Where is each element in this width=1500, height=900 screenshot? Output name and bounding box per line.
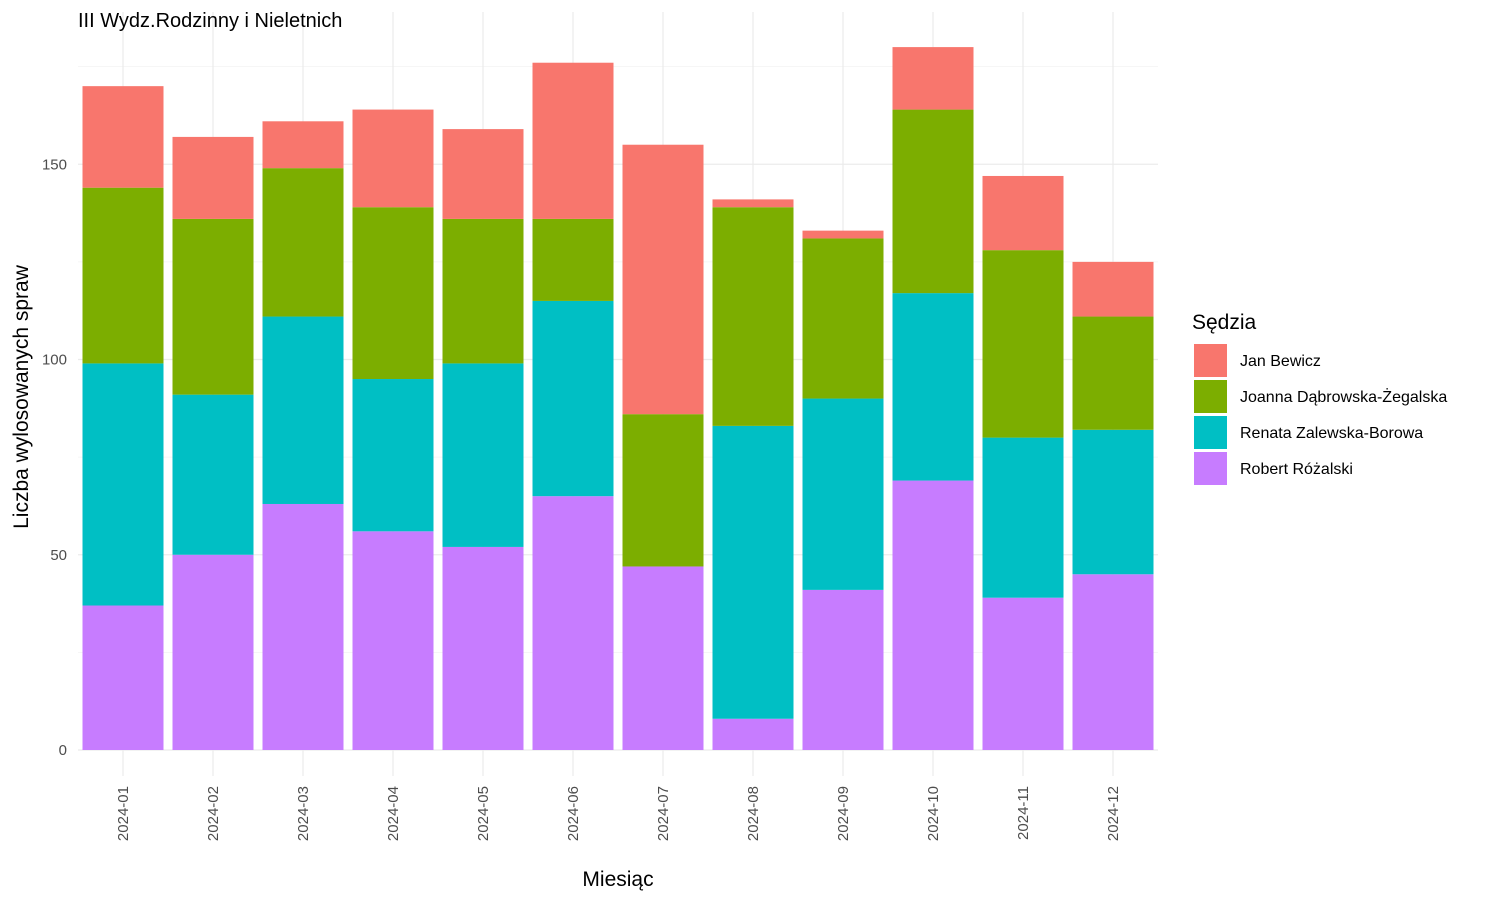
bar-segment — [82, 605, 164, 750]
y-tick-label: 150 — [42, 156, 67, 173]
legend-swatch — [1194, 344, 1227, 377]
bar-segment — [712, 718, 794, 750]
x-tick-label: 2024-08 — [745, 786, 762, 841]
bar-segment — [712, 199, 794, 208]
x-axis-ticks: 2024-01 2024-02 2024-03 2024-04 2024-05 2024-… — [115, 786, 1122, 841]
x-tick-label: 2024-02 — [205, 786, 222, 841]
bar-segment — [622, 566, 704, 750]
bar-segment — [352, 379, 434, 532]
legend-label: Robert Różalski — [1240, 461, 1353, 478]
bar-segment — [622, 414, 704, 567]
x-tick-label: 2024-12 — [1105, 786, 1122, 841]
y-axis-ticks: 0 50 100 150 — [42, 156, 67, 759]
bar-segment — [802, 230, 884, 239]
bar-segment — [982, 175, 1064, 251]
bar-segment — [82, 86, 164, 188]
x-axis-title: Miesiąc — [582, 868, 653, 891]
bar-segment — [352, 109, 434, 208]
bar-segment — [532, 62, 614, 219]
bar-segment — [1072, 316, 1154, 430]
bar-segment — [442, 218, 524, 364]
legend-label: Renata Zalewska-Borowa — [1240, 425, 1423, 442]
legend-title: Sędzia — [1192, 311, 1257, 334]
y-tick-label: 50 — [50, 547, 67, 564]
x-tick-label: 2024-04 — [385, 786, 402, 841]
legend-label: Joanna Dąbrowska-Żegalska — [1240, 387, 1447, 406]
bar-segment — [352, 531, 434, 750]
bar-segment — [622, 144, 704, 415]
legend-swatch — [1194, 452, 1227, 485]
bar-segment — [982, 597, 1064, 750]
legend-swatch — [1194, 416, 1227, 449]
bar-segment — [892, 293, 974, 481]
bar-segment — [802, 398, 884, 590]
bar-segment — [172, 554, 254, 750]
bar-segment — [532, 496, 614, 750]
bar-segment — [82, 187, 164, 364]
bar-segment — [532, 300, 614, 497]
y-tick-label: 100 — [42, 352, 67, 369]
bar-segment — [892, 109, 974, 294]
bar-segment — [802, 238, 884, 399]
bar-segment — [892, 47, 974, 110]
legend-swatch — [1194, 380, 1227, 413]
x-tick-label: 2024-10 — [925, 786, 942, 841]
bar-segment — [82, 363, 164, 606]
bar-segment — [1072, 574, 1154, 750]
x-tick-label: 2024-11 — [1015, 786, 1032, 840]
x-tick-label: 2024-09 — [835, 786, 852, 841]
bar-segment — [1072, 429, 1154, 575]
bar-segment — [982, 437, 1064, 598]
y-axis-title: Liczba wylosowanych spraw — [10, 264, 33, 529]
bar-segment — [262, 503, 344, 750]
bar-segment — [172, 218, 254, 395]
bar-segment — [532, 218, 614, 301]
bar-segment — [172, 394, 254, 555]
legend-label: Jan Bewicz — [1240, 353, 1321, 370]
bar-segment — [262, 121, 344, 169]
bar-segment — [442, 546, 524, 750]
bar-segment — [802, 589, 884, 750]
bar-segment — [712, 207, 794, 426]
bar-segment — [262, 168, 344, 317]
bar-segment — [712, 425, 794, 719]
bar-segment — [442, 363, 524, 547]
bars — [82, 47, 1154, 750]
x-tick-label: 2024-06 — [565, 786, 582, 841]
bar-segment — [1072, 261, 1154, 317]
bar-segment — [172, 136, 254, 219]
x-tick-label: 2024-07 — [655, 786, 672, 841]
x-tick-label: 2024-01 — [115, 786, 132, 841]
y-tick-label: 0 — [59, 742, 67, 759]
bar-segment — [892, 480, 974, 750]
bar-segment — [262, 316, 344, 504]
legend: Sędzia Jan Bewicz Joanna Dąbrowska-Żegals… — [1192, 311, 1447, 485]
bar-segment — [982, 250, 1064, 438]
chart-title: III Wydz.Rodzinny i Nieletnich — [78, 10, 342, 32]
bar-segment — [442, 129, 524, 219]
bar-segment — [352, 207, 434, 380]
x-tick-label: 2024-05 — [475, 786, 492, 841]
x-tick-label: 2024-03 — [295, 786, 312, 841]
